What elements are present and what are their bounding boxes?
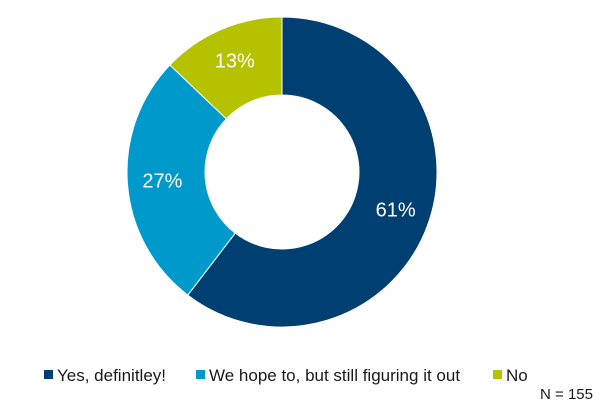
slice-value-label-1: 27%: [142, 170, 182, 192]
slice-value-labels: 61% 27% 13%: [142, 51, 416, 222]
donut-slices: [126, 16, 438, 328]
legend-label-hope: We hope to, but still figuring it out: [209, 366, 460, 385]
legend-swatch-no: [493, 370, 502, 379]
legend-swatch-yes: [44, 370, 53, 379]
slice-value-label-0: 61%: [376, 199, 416, 221]
legend-label-yes: Yes, definitley!: [57, 366, 166, 385]
donut-slice-1: [126, 64, 236, 296]
legend-swatch-hope: [196, 370, 205, 379]
sample-size-note: N = 155: [540, 386, 593, 403]
legend-label-no: No: [506, 366, 528, 385]
slice-value-label-2: 13%: [215, 51, 255, 73]
legend: Yes, definitley! We hope to, but still f…: [44, 366, 528, 385]
donut-slice-0: [187, 16, 438, 328]
donut-slice-2: [169, 16, 283, 120]
